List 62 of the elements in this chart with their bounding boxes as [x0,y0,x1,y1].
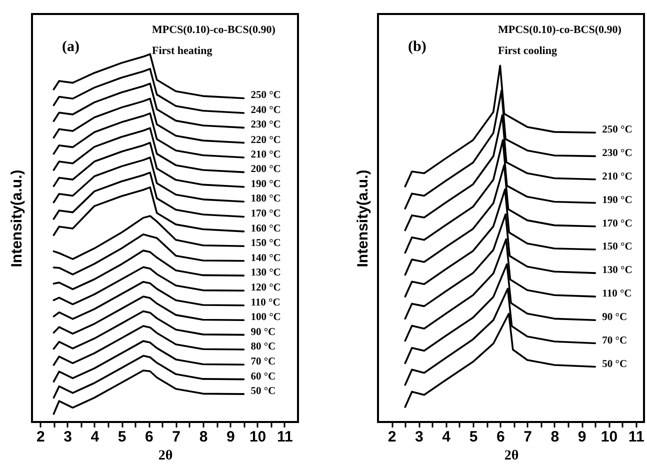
series-label: 70 °C [250,356,276,368]
series-label: 50 °C [602,358,628,370]
series-label: 190 °C [602,194,632,206]
y-axis-title: Intensity(a.u.) [354,170,372,268]
series-label: 140 °C [250,252,281,264]
series-label: 120 °C [250,282,281,294]
x-tick-label: 9 [578,428,586,446]
x-tick-label: 2 [36,428,45,446]
series-label: 250 °C [602,124,632,136]
series-label: 150 °C [602,242,632,253]
series-label: 190 °C [250,178,281,190]
x-tick-label: 9 [226,428,235,446]
annotation: First heating [152,45,213,57]
x-axis-title: 2θ [504,448,519,464]
series-label: 180 °C [250,194,281,205]
series-label: 230 °C [250,120,281,131]
series-label: 110 °C [250,297,280,308]
series-label: 210 °C [250,149,281,160]
x-tick-label: 7 [524,428,532,446]
x-tick-label: 8 [550,428,560,446]
series-label: 170 °C [250,208,281,220]
series-label: 80 °C [250,342,276,353]
series-label: 210 °C [602,171,632,182]
series-label: 200 °C [250,164,281,176]
x-tick-label: 5 [469,428,478,446]
x-tick-label: 11 [628,428,644,446]
series-label: 240 °C [250,104,281,116]
series-label: 150 °C [250,238,281,250]
annotation: (a) [62,39,80,55]
x-tick-label: 10 [249,428,266,446]
x-tick-label: 2 [388,428,396,446]
series-label: 130 °C [250,268,281,279]
series-label: 50 °C [250,386,276,398]
series-label: 110 °C [602,288,632,300]
y-axis-title: Intensity(a.u.) [8,170,26,268]
x-tick-label: 6 [496,428,505,446]
series-label: 160 °C [250,223,281,234]
x-tick-label: 4 [442,428,452,446]
text: MPCS(0.10)-co-BCS(0.90) [152,24,276,36]
x-tick-label: 3 [415,428,424,446]
x-tick-label: 4 [90,428,100,446]
series-label: 100 °C [250,312,281,324]
x-tick-label: 10 [600,428,618,446]
series-label: 230 °C [602,148,632,160]
series-label: 250 °C [250,90,281,102]
series-label: 60 °C [250,371,276,382]
text: First cooling [498,45,558,57]
series-label: 90 °C [250,326,276,338]
series-label: 170 °C [602,218,632,230]
x-tick-label: 8 [199,428,208,446]
text: (b) [408,39,426,55]
series-label: 220 °C [250,134,281,146]
text: MPCS(0.10)-co-BCS(0.90) [498,24,622,36]
x-tick-label: 6 [145,428,154,446]
x-tick-label: 3 [64,428,72,446]
series-label: 90 °C [602,312,628,324]
x-axis-title: 2θ [158,448,173,464]
x-tick-label: 7 [172,428,181,446]
series-label: 130 °C [602,265,632,276]
x-tick-label: 5 [118,428,126,446]
x-tick-label: 11 [277,428,293,446]
series-label: 70 °C [602,335,628,346]
